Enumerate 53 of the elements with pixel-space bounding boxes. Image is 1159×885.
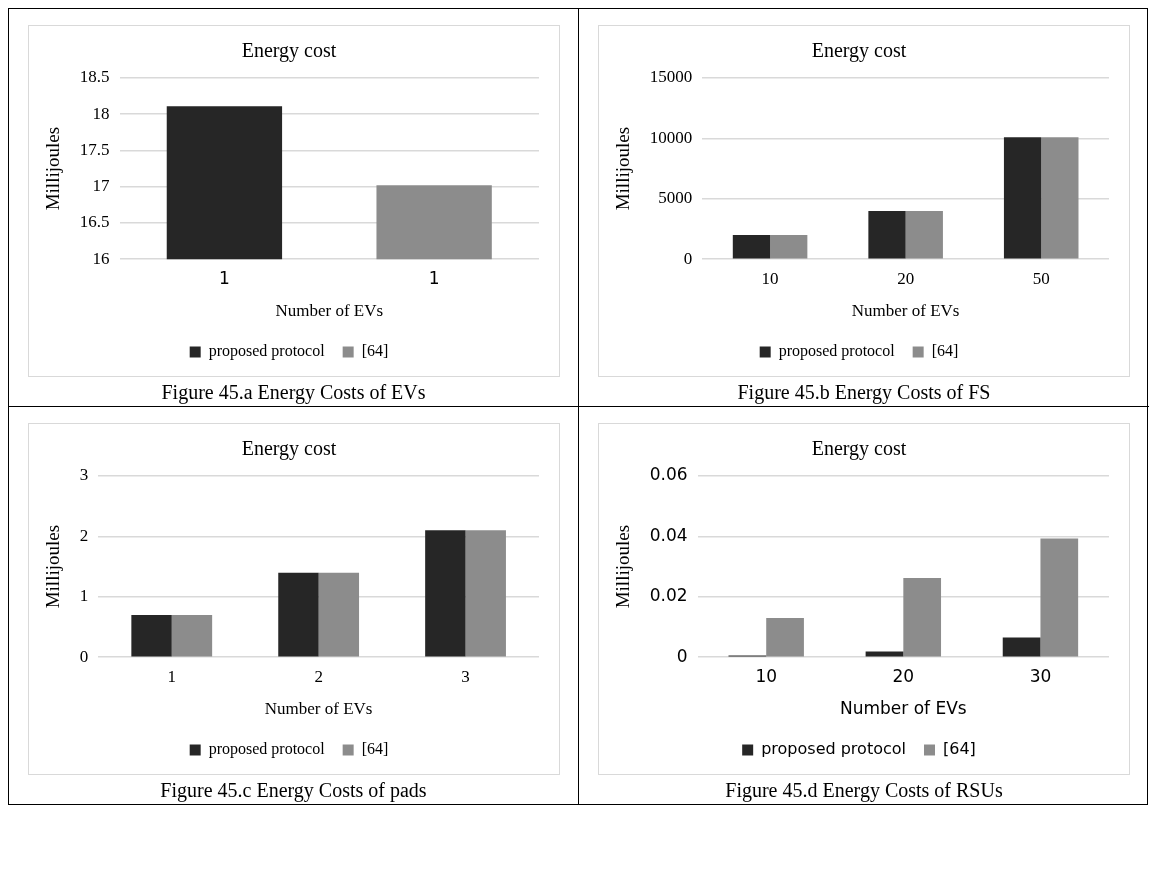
legend-label: proposed protocol [208,740,325,759]
y-tick-label: 18.5 [79,67,110,87]
x-tick-label: 20 [892,665,915,686]
x-tick-label: 1 [428,267,440,288]
y-axis-title: Millijoules [41,524,63,609]
chart-title: Energy cost [811,39,907,63]
x-axis-title: Number of EVs [851,301,960,321]
y-tick-label: 0.02 [649,585,688,606]
legend-label: proposed protocol [761,739,906,759]
x-tick-label: 10 [761,268,779,288]
y-tick-label: 5000 [658,188,693,208]
y-tick-label: 1 [79,586,88,606]
caption: Figure 45.c Energy Costs of pads [159,779,428,802]
x-tick-label: 50 [1032,268,1050,288]
legend-label: [64] [361,740,388,758]
x-axis-title: Number of EVs [274,301,383,321]
y-tick-label: 15000 [649,67,693,87]
x-axis-title: Number of EVs [264,699,372,719]
y-tick-label: 18 [92,103,110,123]
y-tick-label: 16 [92,248,110,268]
y-tick-label: 0 [79,646,88,666]
y-tick-label: 3 [79,465,88,485]
chart-title: Energy cost [241,39,337,63]
y-axis-title: Millijoules [41,126,63,211]
x-tick-label: 2 [313,666,323,686]
y-axis-title: Millijoules [612,126,634,211]
y-tick-label: 17.5 [79,139,110,159]
x-tick-label: 10 [755,665,778,686]
legend-label: [64] [931,342,959,360]
caption: Figure 45.b Energy Costs of FS [736,381,992,404]
y-tick-label: 0.06 [649,464,688,485]
y-tick-label: 0 [676,645,688,666]
legend-label: proposed protocol [778,342,896,361]
y-tick-label: 17 [92,176,110,196]
y-tick-label: 16.5 [79,212,110,232]
x-tick-label: 20 [897,268,915,288]
y-tick-label: 0.04 [649,524,688,545]
y-tick-label: 10000 [649,127,693,147]
y-axis-title: Millijoules [612,524,634,609]
chart-title: Energy cost [811,437,907,461]
caption: Figure 45.a Energy Costs of EVs [160,381,427,404]
legend-label: [64] [361,342,388,360]
legend-label: [64] [942,739,976,759]
x-tick-label: 1 [167,666,176,686]
legend-label: proposed protocol [208,342,325,361]
x-tick-label: 30 [1029,665,1052,686]
x-axis-title: Number of EVs [839,698,967,719]
x-tick-label: 1 [218,267,230,288]
x-tick-label: 3 [460,666,470,686]
caption: Figure 45.d Energy Costs of RSUs [724,779,1004,802]
y-tick-label: 2 [79,525,88,545]
y-tick-label: 0 [683,248,693,268]
chart-title: Energy cost [241,437,337,461]
